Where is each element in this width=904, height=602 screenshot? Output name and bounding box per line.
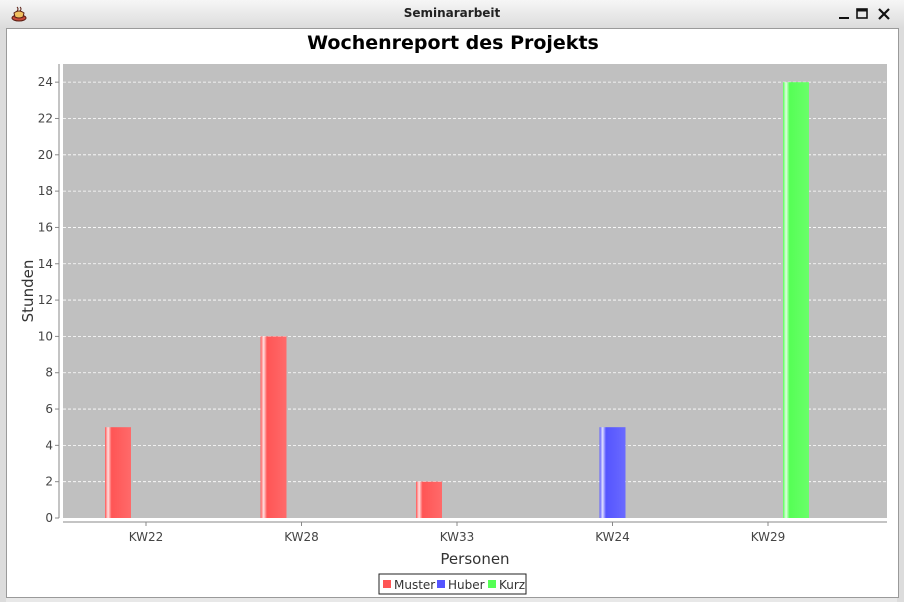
legend-swatch-kurz xyxy=(488,580,496,588)
y-tick-label: 10 xyxy=(38,329,53,343)
x-axis: KW22 KW28 KW33 KW24 KW29 xyxy=(129,522,786,544)
x-tick-label: KW28 xyxy=(284,530,319,544)
x-tick-label: KW24 xyxy=(595,530,630,544)
y-tick-label: 2 xyxy=(45,475,53,489)
legend-label-muster: Muster xyxy=(394,578,435,592)
x-axis-label: Personen xyxy=(440,550,509,568)
java-cup-icon[interactable] xyxy=(10,5,28,23)
plot-area xyxy=(63,64,887,518)
chart-panel: Wochenreport des Projekts 0 2 4 6 8 10 12 14 16 1… xyxy=(6,28,899,598)
title-bar[interactable]: Seminararbeit xyxy=(0,0,904,29)
y-tick-label: 14 xyxy=(38,257,53,271)
y-tick-label: 22 xyxy=(38,111,53,125)
y-tick-label: 24 xyxy=(38,75,53,89)
bars xyxy=(105,82,809,518)
y-tick-label: 16 xyxy=(38,220,53,234)
grid-lines xyxy=(63,81,887,483)
legend-swatch-huber xyxy=(437,580,445,588)
y-tick-label: 4 xyxy=(45,438,53,452)
x-tick-label: KW29 xyxy=(751,530,786,544)
bar-huber-kw24 xyxy=(599,427,626,518)
close-icon[interactable] xyxy=(874,4,894,24)
minimize-icon[interactable] xyxy=(834,4,854,24)
maximize-icon[interactable] xyxy=(852,4,872,24)
bar-chart: Wochenreport des Projekts 02468101214161… xyxy=(19,32,887,595)
bar-kurz-kw29 xyxy=(783,82,809,518)
bar-muster-kw33 xyxy=(416,481,442,518)
legend-box xyxy=(378,573,527,595)
bar-muster-kw28 xyxy=(260,336,287,518)
y-tick-label: 8 xyxy=(45,366,53,380)
window-border-left xyxy=(0,28,6,602)
legend-label-kurz: Kurz xyxy=(499,578,525,592)
y-tick-label: 18 xyxy=(38,184,53,198)
y-tick-label: 6 xyxy=(45,402,53,416)
chart-title: Wochenreport des Projekts xyxy=(307,32,599,54)
legend: Muster Huber Kurz xyxy=(378,573,527,595)
y-tick-label: 0 xyxy=(45,511,53,525)
y-tick-label: 20 xyxy=(38,148,53,162)
window-title: Seminararbeit xyxy=(403,6,501,20)
legend-label-huber: Huber xyxy=(448,578,485,592)
window-border-right xyxy=(897,28,904,602)
y-axis-label: Stunden xyxy=(19,260,37,323)
y-tick-label: 12 xyxy=(38,293,53,307)
bar-muster-kw22 xyxy=(105,427,131,518)
x-tick-label: KW33 xyxy=(440,530,475,544)
legend-swatch-muster xyxy=(383,580,391,588)
x-tick-label: KW22 xyxy=(129,530,164,544)
